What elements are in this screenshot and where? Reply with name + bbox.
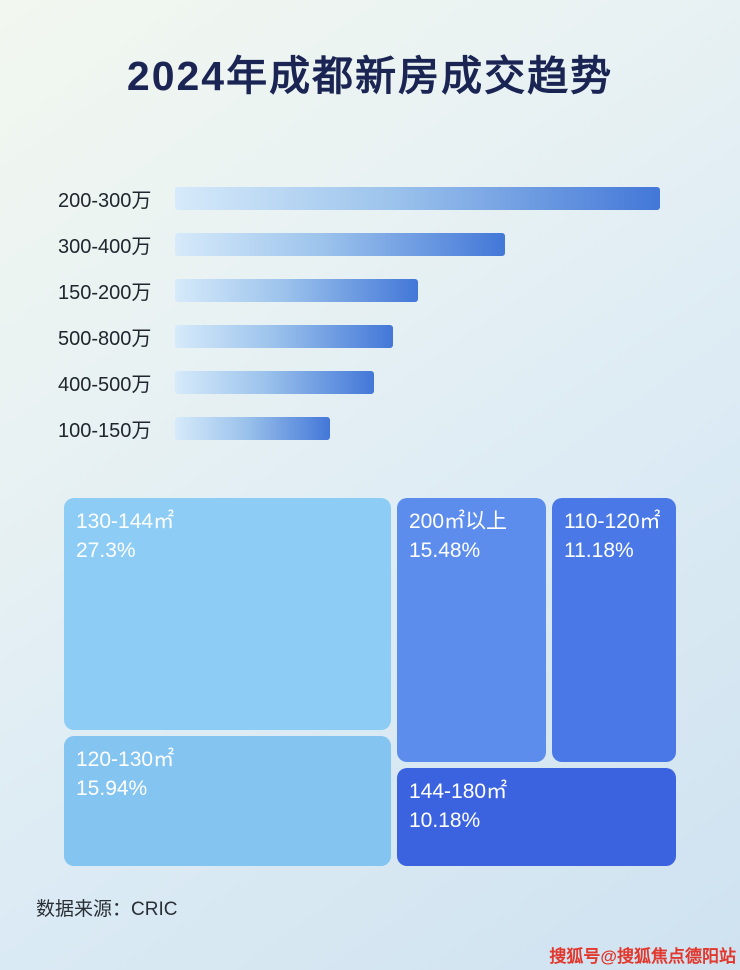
tile-label: 130-144㎡: [76, 510, 175, 533]
bar-track: [175, 186, 660, 210]
tile-label: 144-180㎡: [409, 780, 508, 803]
tile-percent: 27.3%: [76, 539, 136, 563]
bar-track: [175, 232, 660, 256]
bar-row: 300-400万: [58, 221, 660, 267]
bar: [175, 186, 660, 210]
bar: [175, 278, 418, 302]
bar-category-label: 300-400万: [58, 235, 152, 258]
bar-category-label: 150-200万: [58, 281, 152, 304]
area-share-treemap: 130-144㎡ 27.3% 120-130㎡ 15.94% 200㎡以上 15…: [64, 498, 676, 866]
page-title: 2024年成都新房成交趋势: [126, 53, 614, 99]
tile-label: 120-130㎡: [76, 748, 175, 771]
bar: [175, 416, 331, 440]
tile-percent: 15.48%: [409, 539, 481, 563]
bar-row: 400-500万: [58, 359, 660, 405]
bar-category-label: 400-500万: [58, 373, 152, 396]
treemap-tile-110-120: 110-120㎡ 11.18%: [552, 498, 676, 762]
bar-track: [175, 324, 660, 348]
tile-percent: 15.94%: [76, 777, 148, 801]
tile-percent: 11.18%: [564, 539, 634, 563]
tile-label: 200㎡以上: [409, 510, 508, 533]
bar-row: 500-800万: [58, 313, 660, 359]
treemap-tile-200-plus: 200㎡以上 15.48%: [397, 498, 546, 762]
data-source-note: 数据来源：CRIC: [36, 899, 178, 920]
tile-label: 110-120㎡: [564, 510, 661, 533]
treemap-tile-120-130: 120-130㎡ 15.94%: [64, 736, 391, 866]
bar-row: 200-300万: [58, 175, 660, 221]
bar-row: 150-200万: [58, 267, 660, 313]
bar-category-label: 500-800万: [58, 327, 152, 350]
bar: [175, 324, 394, 348]
watermark: 搜狐号@搜狐焦点德阳站: [549, 947, 736, 966]
bar-track: [175, 278, 660, 302]
bar-track: [175, 370, 660, 394]
tile-percent: 10.18%: [409, 809, 481, 833]
bar-track: [175, 416, 660, 440]
treemap-tile-130-144: 130-144㎡ 27.3%: [64, 498, 391, 730]
bar: [175, 370, 374, 394]
treemap-tile-144-180: 144-180㎡ 10.18%: [397, 768, 676, 866]
bar-row: 100-150万: [58, 405, 660, 451]
bar: [175, 232, 505, 256]
price-band-bar-chart: 200-300万 300-400万 150-200万 500-800万 400-500万…: [58, 175, 660, 451]
bar-category-label: 200-300万: [58, 189, 152, 212]
bar-category-label: 100-150万: [58, 419, 152, 442]
